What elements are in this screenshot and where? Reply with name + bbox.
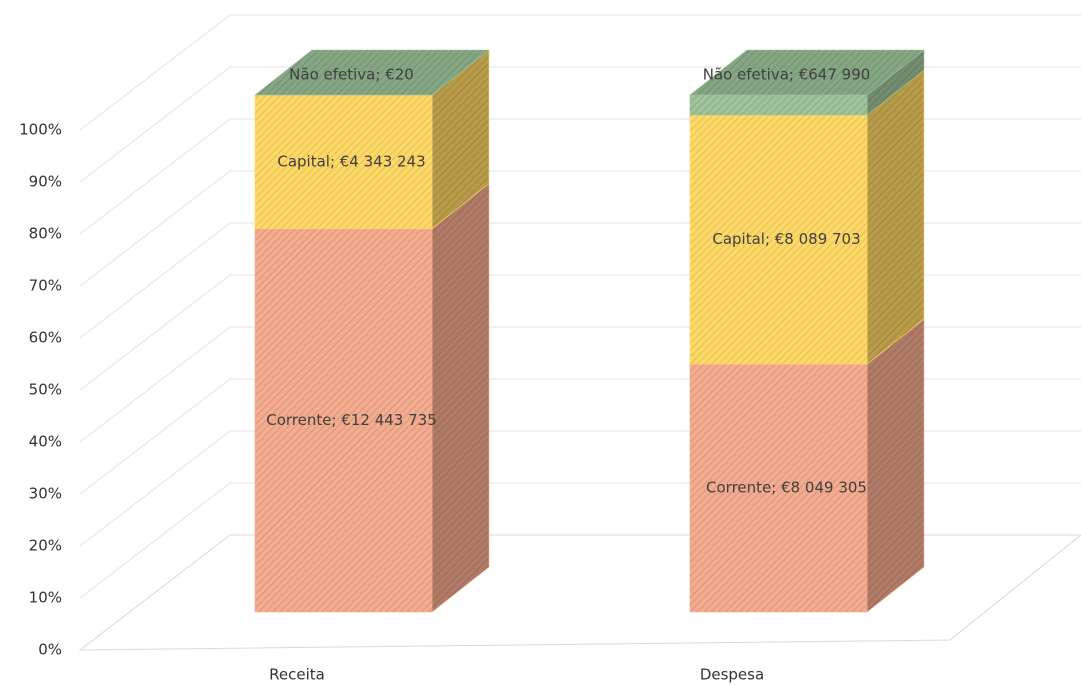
- y-tick-label: 0%: [38, 641, 62, 659]
- y-tick-label: 70%: [29, 277, 62, 295]
- x-tick-label: Despesa: [700, 666, 764, 684]
- data-label: Não efetiva; €20: [289, 66, 414, 84]
- bar-top: [254, 49, 490, 96]
- grid-line: [79, 326, 1081, 443]
- bar-side: [431, 183, 490, 613]
- bar-segment: [689, 318, 925, 613]
- grid-line: [79, 170, 1081, 287]
- y-tick-label: 40%: [29, 433, 62, 451]
- grid-line: [79, 430, 1081, 547]
- bar: [689, 94, 868, 116]
- y-tick-label: 80%: [29, 225, 62, 243]
- y-tick-label: 10%: [29, 589, 62, 607]
- y-tick-label: 100%: [19, 121, 62, 139]
- y-tick-label: 20%: [29, 537, 62, 555]
- bar: [254, 94, 433, 230]
- bar-side: [866, 69, 925, 365]
- data-label: Capital; €8 089 703: [712, 230, 860, 248]
- bar-segment: [689, 49, 925, 116]
- bar-segment: [254, 49, 490, 96]
- grid-line: [79, 118, 1081, 235]
- grid-line: [79, 222, 1081, 339]
- bar-top: [689, 49, 925, 96]
- grid-line: [79, 378, 1081, 495]
- bar-side: [866, 318, 925, 613]
- data-label: Corrente; €12 443 735: [266, 411, 437, 429]
- bar: [254, 228, 433, 613]
- y-tick-label: 50%: [29, 381, 62, 399]
- data-label: Capital; €4 343 243: [277, 152, 425, 170]
- floor: [78, 534, 1081, 651]
- grid-line: [79, 14, 1081, 131]
- bar-segment: [254, 183, 490, 613]
- bar: [689, 114, 868, 365]
- y-tick-label: 90%: [29, 173, 62, 191]
- grid-line: [79, 66, 1081, 183]
- y-tick-label: 30%: [29, 485, 62, 503]
- data-label: Não efetiva; €647 990: [703, 66, 871, 84]
- x-tick-label: Receita: [269, 666, 325, 684]
- data-label: Corrente; €8 049 305: [706, 479, 867, 497]
- y-tick-label: 60%: [29, 329, 62, 347]
- bar-segment: [689, 69, 925, 365]
- grid-line: [79, 274, 1081, 391]
- grid-line: [79, 482, 1081, 599]
- bar-segment: [254, 49, 490, 230]
- bar: [689, 363, 868, 613]
